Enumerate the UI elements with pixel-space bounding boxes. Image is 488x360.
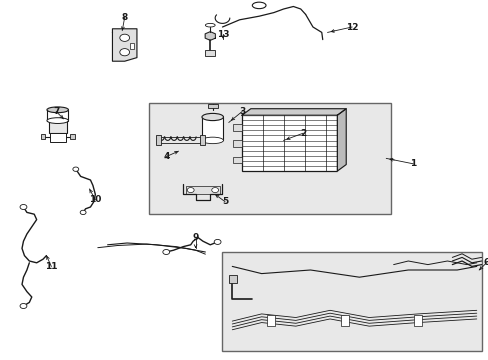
Bar — [41, 134, 45, 139]
Ellipse shape — [205, 23, 215, 27]
Circle shape — [120, 34, 129, 41]
Text: 6: 6 — [483, 258, 488, 267]
Circle shape — [20, 204, 27, 210]
Polygon shape — [242, 109, 346, 115]
Bar — [267, 315, 275, 326]
Bar — [70, 134, 75, 139]
Polygon shape — [337, 109, 346, 171]
Polygon shape — [205, 32, 215, 40]
Bar — [202, 117, 223, 140]
Bar — [155, 135, 161, 145]
Circle shape — [214, 239, 221, 244]
Bar — [205, 50, 215, 56]
Circle shape — [80, 210, 86, 215]
Text: 5: 5 — [222, 197, 227, 206]
Bar — [149, 103, 390, 214]
Bar — [233, 140, 242, 147]
Bar — [50, 133, 65, 142]
Circle shape — [211, 188, 218, 193]
Text: 11: 11 — [45, 262, 58, 271]
Bar — [199, 135, 205, 145]
Circle shape — [73, 167, 79, 171]
Circle shape — [163, 249, 169, 255]
Text: 2: 2 — [300, 129, 305, 138]
Circle shape — [20, 303, 27, 309]
Bar — [233, 157, 242, 163]
Bar — [233, 124, 242, 131]
Circle shape — [187, 188, 194, 193]
Ellipse shape — [47, 118, 68, 123]
Text: 1: 1 — [409, 159, 415, 168]
Ellipse shape — [252, 2, 265, 9]
Bar — [207, 104, 217, 108]
Bar — [222, 252, 481, 351]
Bar — [47, 110, 68, 121]
Text: 4: 4 — [163, 152, 169, 161]
Text: 9: 9 — [192, 233, 199, 242]
Bar — [242, 115, 337, 171]
Ellipse shape — [202, 137, 223, 144]
Polygon shape — [112, 29, 137, 61]
Bar — [413, 315, 421, 326]
Text: 7: 7 — [53, 107, 60, 116]
Text: 8: 8 — [122, 13, 127, 22]
Ellipse shape — [47, 107, 68, 113]
Text: 10: 10 — [89, 195, 102, 204]
Bar — [340, 315, 348, 326]
Text: 12: 12 — [345, 22, 358, 31]
Bar — [229, 275, 236, 283]
Text: 13: 13 — [216, 30, 229, 39]
Text: 3: 3 — [239, 107, 244, 116]
Bar — [185, 186, 220, 194]
Bar — [129, 43, 134, 49]
Circle shape — [120, 49, 129, 56]
Ellipse shape — [202, 113, 223, 121]
Bar — [49, 121, 66, 133]
